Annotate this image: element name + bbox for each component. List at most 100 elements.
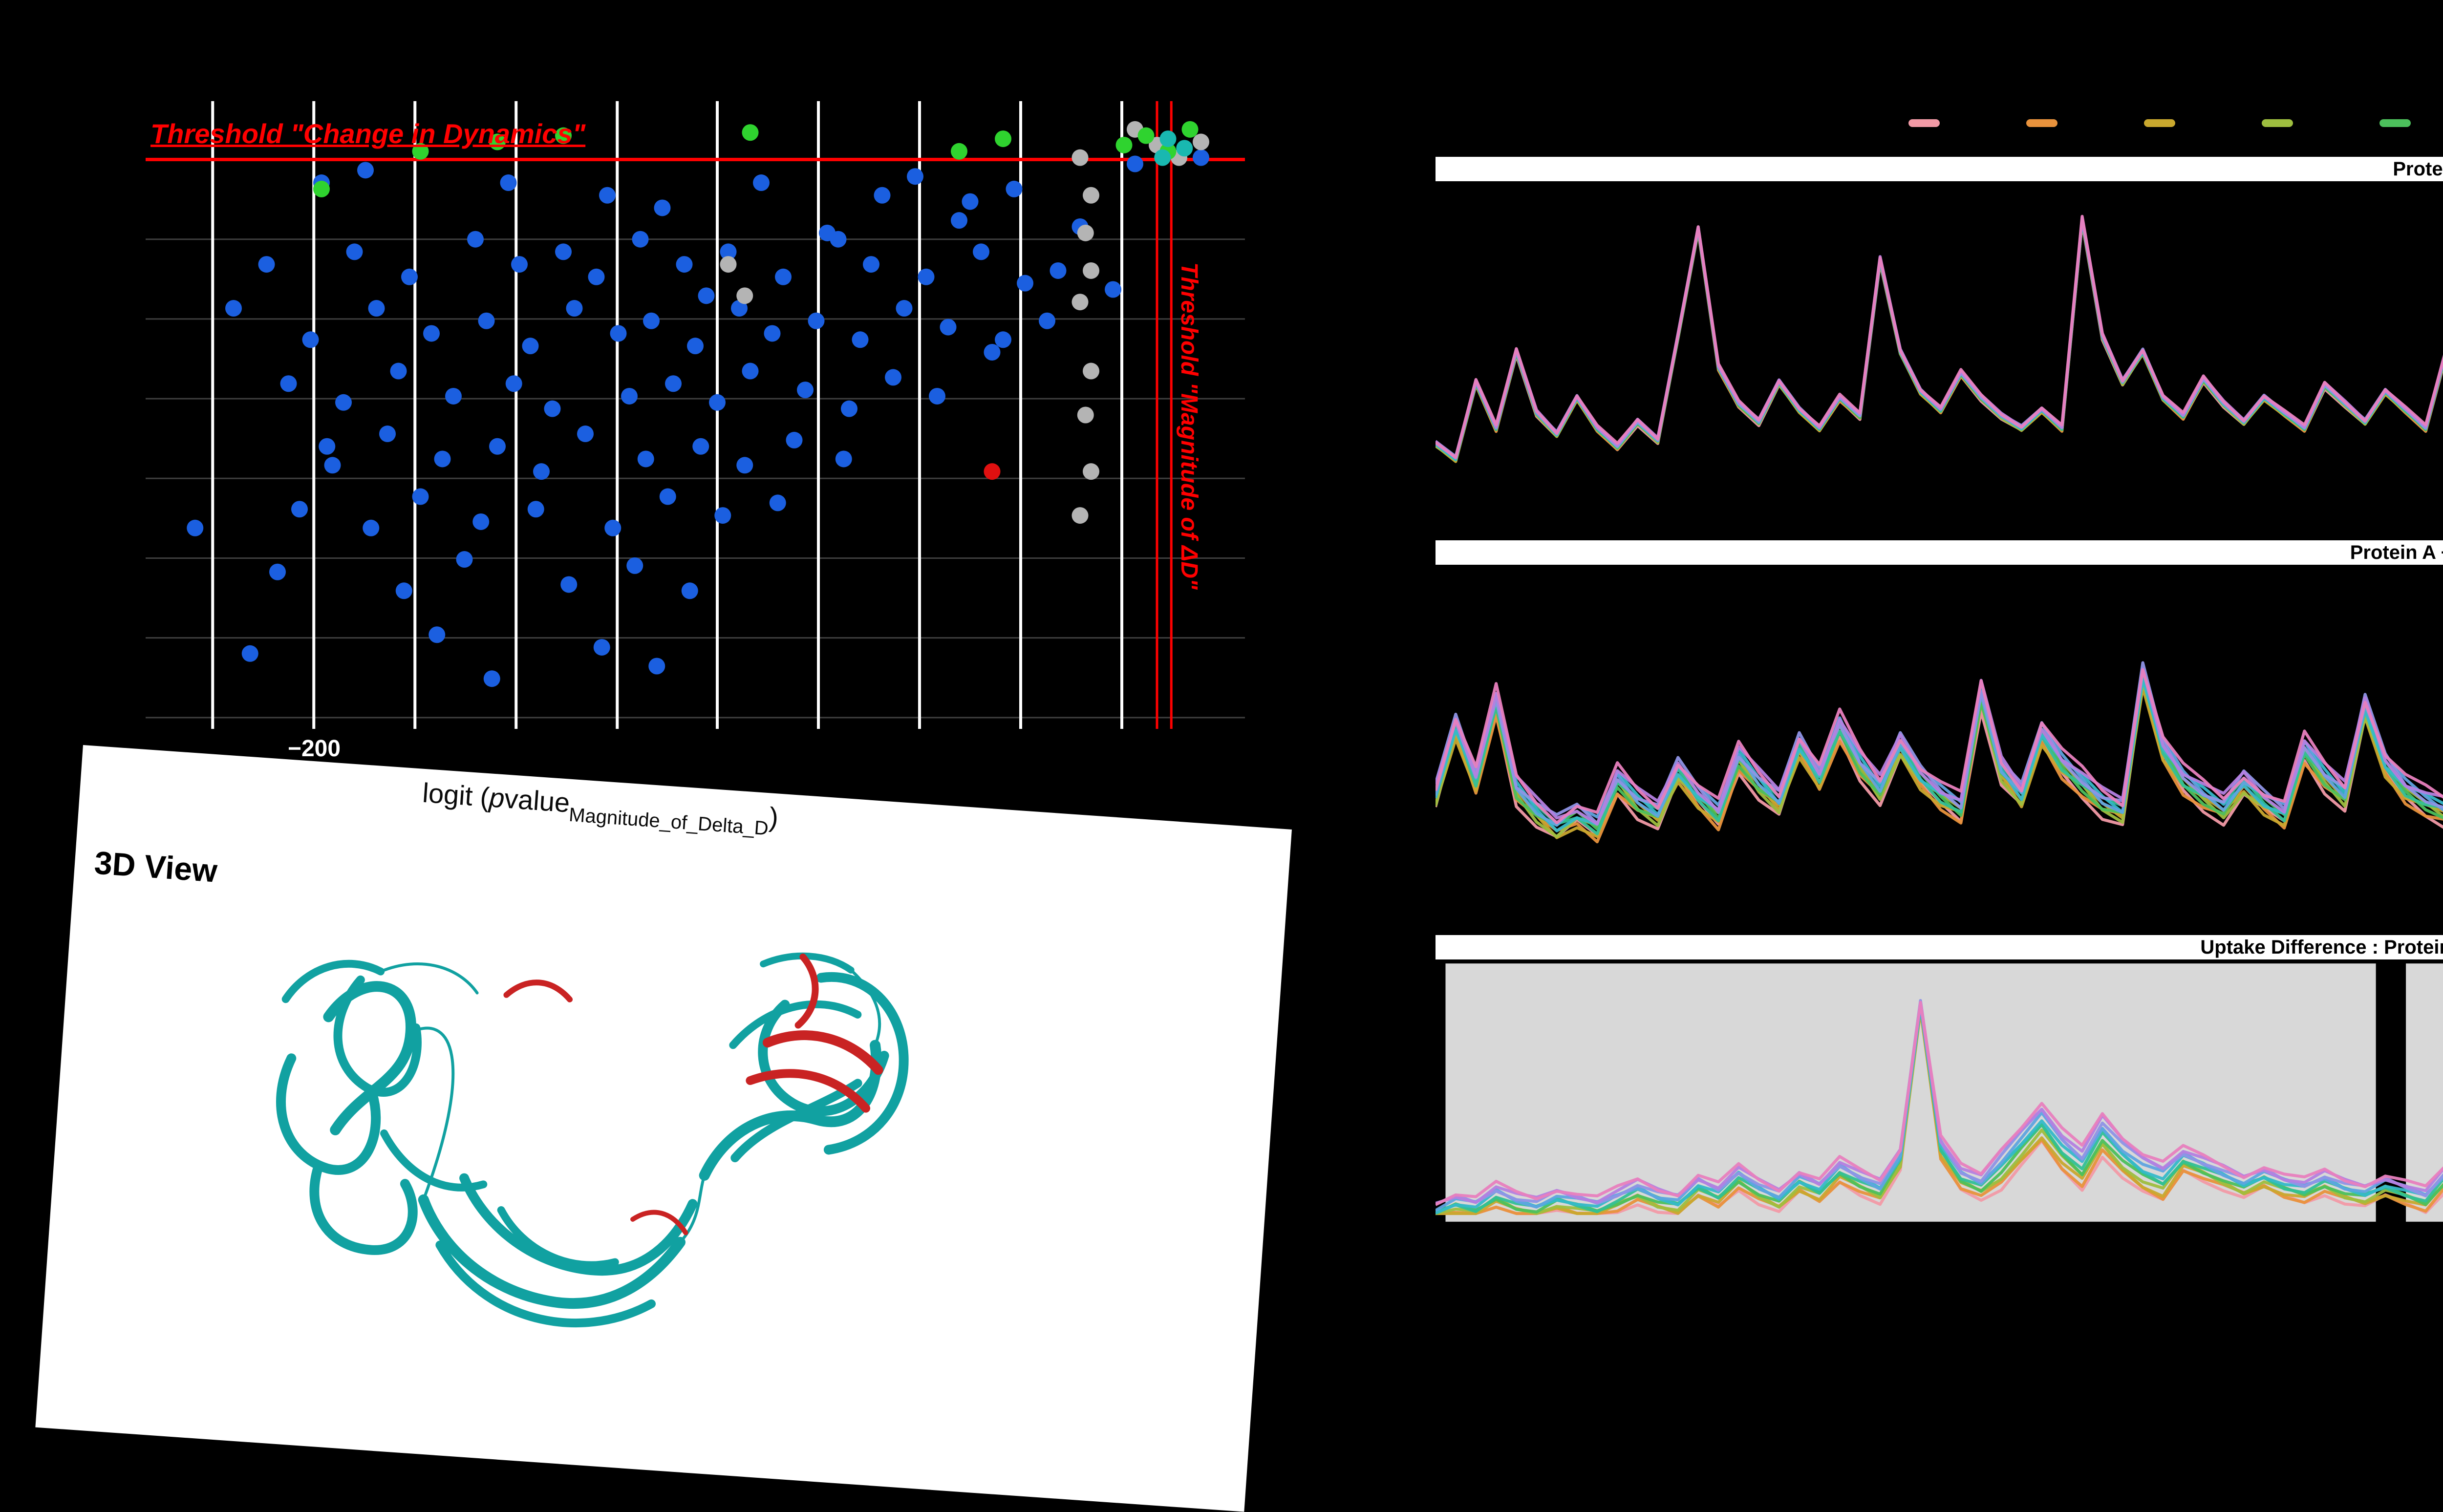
- volcano-point-blue[interactable]: [692, 438, 709, 455]
- volcano-point-blue[interactable]: [423, 325, 440, 342]
- volcano-point-green[interactable]: [995, 130, 1011, 148]
- volcano-point-blue[interactable]: [687, 338, 704, 355]
- volcano-point-blue[interactable]: [874, 187, 891, 204]
- volcano-point-blue[interactable]: [786, 431, 803, 448]
- volcano-point-blue[interactable]: [632, 231, 649, 248]
- volcano-point-blue[interactable]: [621, 387, 638, 405]
- volcano-point-blue[interactable]: [489, 438, 506, 455]
- volcano-point-blue[interactable]: [610, 325, 627, 342]
- volcano-point-blue[interactable]: [241, 645, 258, 662]
- volcano-point-gray[interactable]: [1083, 362, 1099, 380]
- volcano-point-blue[interactable]: [577, 426, 594, 443]
- volcano-point-blue[interactable]: [769, 494, 786, 511]
- volcano-point-blue[interactable]: [187, 519, 204, 536]
- volcano-point-blue[interactable]: [522, 338, 539, 355]
- volcano-point-blue[interactable]: [852, 331, 869, 348]
- volcano-point-gray[interactable]: [1071, 149, 1089, 166]
- volcano-point-blue[interactable]: [500, 174, 517, 192]
- volcano-point-gray[interactable]: [1077, 224, 1094, 241]
- volcano-point-blue[interactable]: [302, 331, 319, 348]
- volcano-point-blue[interactable]: [434, 450, 451, 468]
- volcano-point-blue[interactable]: [566, 300, 583, 317]
- volcano-point-green[interactable]: [1115, 136, 1133, 153]
- volcano-point-blue[interactable]: [269, 563, 286, 580]
- volcano-point-blue[interactable]: [797, 382, 814, 399]
- volcano-point-blue[interactable]: [483, 670, 500, 687]
- volcano-point-blue[interactable]: [775, 268, 792, 285]
- volcano-point-blue[interactable]: [714, 507, 731, 524]
- volcano-point-blue[interactable]: [962, 193, 979, 210]
- volcano-point-blue[interactable]: [368, 300, 385, 317]
- volcano-point-blue[interactable]: [225, 300, 242, 317]
- volcano-point-blue[interactable]: [665, 375, 682, 392]
- volcano-point-blue[interactable]: [429, 626, 446, 643]
- volcano-point-blue[interactable]: [709, 394, 726, 411]
- volcano-point-blue[interactable]: [995, 331, 1011, 348]
- volcano-point-blue[interactable]: [648, 658, 665, 675]
- volcano-point-gray[interactable]: [1077, 406, 1094, 424]
- volcano-point-blue[interactable]: [593, 639, 610, 656]
- volcano-point-blue[interactable]: [1193, 149, 1209, 166]
- volcano-point-gray[interactable]: [1083, 187, 1099, 204]
- volcano-point-blue[interactable]: [505, 375, 522, 392]
- volcano-point-red[interactable]: [984, 463, 1001, 480]
- volcano-point-gray[interactable]: [1071, 507, 1089, 524]
- volcano-point-blue[interactable]: [412, 488, 429, 505]
- volcano-point-blue[interactable]: [764, 325, 781, 342]
- volcano-point-blue[interactable]: [659, 488, 676, 505]
- volcano-point-blue[interactable]: [390, 362, 407, 380]
- volcano-point-blue[interactable]: [1127, 155, 1143, 172]
- volcano-point-blue[interactable]: [885, 369, 901, 386]
- protein-structure[interactable]: [158, 846, 1120, 1422]
- volcano-point-green[interactable]: [313, 180, 330, 197]
- volcano-point-blue[interactable]: [1006, 180, 1023, 197]
- volcano-point-green[interactable]: [951, 143, 967, 160]
- volcano-point-teal[interactable]: [1159, 130, 1177, 148]
- volcano-point-blue[interactable]: [643, 312, 660, 329]
- volcano-point-blue[interactable]: [472, 513, 490, 530]
- volcano-point-blue[interactable]: [808, 312, 825, 329]
- volcano-point-blue[interactable]: [319, 438, 336, 455]
- volcano-point-gray[interactable]: [1083, 262, 1099, 279]
- volcano-point-blue[interactable]: [720, 243, 737, 260]
- volcano-point-blue[interactable]: [896, 300, 913, 317]
- volcano-point-blue[interactable]: [835, 450, 852, 468]
- volcano-point-gray[interactable]: [720, 256, 737, 273]
- volcano-point-blue[interactable]: [291, 501, 308, 518]
- volcano-point-green[interactable]: [742, 124, 759, 141]
- volcano-point-blue[interactable]: [395, 582, 412, 599]
- volcano-point-green[interactable]: [555, 127, 572, 144]
- volcano-point-blue[interactable]: [731, 300, 748, 317]
- volcano-point-blue[interactable]: [588, 268, 605, 285]
- volcano-point-green[interactable]: [489, 133, 506, 150]
- volcano-point-blue[interactable]: [467, 231, 484, 248]
- volcano-point-blue[interactable]: [456, 551, 473, 568]
- volcano-point-gray[interactable]: [1193, 133, 1209, 150]
- volcano-point-blue[interactable]: [698, 287, 715, 304]
- volcano-point-teal[interactable]: [1154, 149, 1171, 166]
- volcano-point-blue[interactable]: [401, 268, 418, 285]
- volcano-point-blue[interactable]: [841, 400, 857, 417]
- volcano-point-teal[interactable]: [1176, 140, 1193, 157]
- volcano-point-blue[interactable]: [863, 256, 879, 273]
- volcano-point-blue[interactable]: [626, 557, 643, 574]
- volcano-point-gray[interactable]: [736, 287, 753, 304]
- volcano-point-blue[interactable]: [951, 212, 967, 229]
- volcano-point-blue[interactable]: [379, 426, 396, 443]
- volcano-point-green[interactable]: [1181, 121, 1199, 138]
- volcano-point-blue[interactable]: [907, 168, 923, 185]
- volcano-point-blue[interactable]: [280, 375, 297, 392]
- volcano-point-gray[interactable]: [1071, 294, 1089, 311]
- volcano-point-blue[interactable]: [324, 457, 341, 474]
- volcano-point-blue[interactable]: [1050, 262, 1067, 279]
- volcano-point-blue[interactable]: [984, 344, 1001, 361]
- volcano-point-blue[interactable]: [676, 256, 693, 273]
- volcano-point-blue[interactable]: [742, 362, 759, 380]
- volcano-point-green[interactable]: [1137, 127, 1155, 144]
- volcano-point-blue[interactable]: [445, 387, 462, 405]
- volcano-point-blue[interactable]: [830, 231, 847, 248]
- volcano-point-blue[interactable]: [599, 187, 616, 204]
- volcano-point-blue[interactable]: [363, 519, 380, 536]
- volcano-point-green[interactable]: [412, 143, 429, 160]
- volcano-point-blue[interactable]: [637, 450, 654, 468]
